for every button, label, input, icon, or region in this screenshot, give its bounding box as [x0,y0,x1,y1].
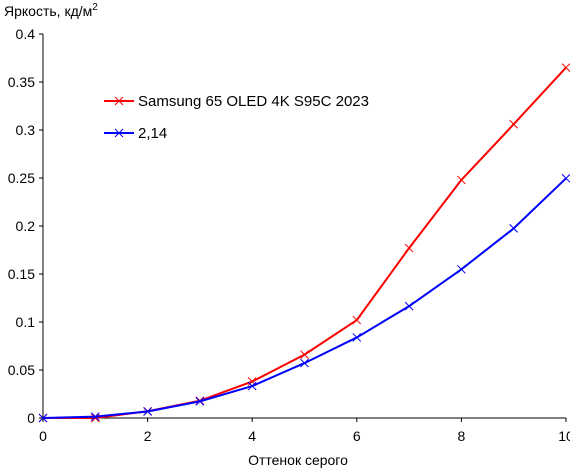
y-tick-label: 0.3 [16,122,36,138]
data-point [90,413,100,423]
y-axis-title-text: Яркость, кд/м [4,3,92,19]
data-point [352,333,362,342]
series-line [42,177,567,419]
x-ticks: 0 2 4 6 8 10 [39,418,570,444]
data-point [509,119,519,129]
data-point [509,224,519,233]
data-point [143,407,152,416]
y-tick-label: 0.2 [16,218,36,234]
data-point [90,412,100,422]
data-point [38,413,48,423]
y-tick-label: 0.05 [8,362,35,378]
data-point [247,381,257,391]
legend-label: Samsung 65 OLED 4K S95C 2023 [138,93,369,110]
legend-label: 2,14 [138,125,167,142]
series-1 [38,63,570,423]
legend-marker [114,96,124,106]
data-point [300,350,309,359]
x-tick-label: 0 [39,428,47,444]
series-line [43,66,567,419]
data-point [352,315,362,325]
x-tick-label: 8 [458,428,466,444]
data-point [195,397,205,406]
x-tick-label: 2 [144,428,152,444]
data-point [300,358,309,368]
y-axis-title: Яркость, кд/м2 [4,2,98,19]
series-layer [38,63,570,423]
legend: Samsung 65 OLED 4K S95C 2023 2,14 [104,93,369,142]
data-point [561,173,570,183]
legend-marker [114,128,124,138]
y-axis-title-superscript: 2 [92,2,98,13]
x-tick-label: 10 [558,428,570,444]
data-point [404,301,414,311]
y-tick-label: 0 [27,410,35,426]
y-tick-label: 0.4 [16,26,36,42]
legend-item: 2,14 [104,125,167,142]
x-tick-label: 4 [248,428,256,444]
legend-item: Samsung 65 OLED 4K S95C 2023 [104,93,369,110]
x-axis-title: Оттенок серого [248,452,348,468]
series-2 [38,173,570,423]
x-tick-label: 6 [353,428,361,444]
data-point [457,175,466,185]
data-point [561,63,570,72]
axes [42,34,566,419]
y-tick-label: 0.15 [8,266,35,282]
data-point [404,243,414,253]
y-tick-label: 0.35 [8,74,35,90]
data-point [457,264,466,274]
y-ticks: 0 0.05 0.1 0.15 0.2 0.25 0.3 0.35 0.4 [8,26,43,426]
y-tick-label: 0.25 [8,170,35,186]
y-tick-label: 0.1 [16,314,36,330]
